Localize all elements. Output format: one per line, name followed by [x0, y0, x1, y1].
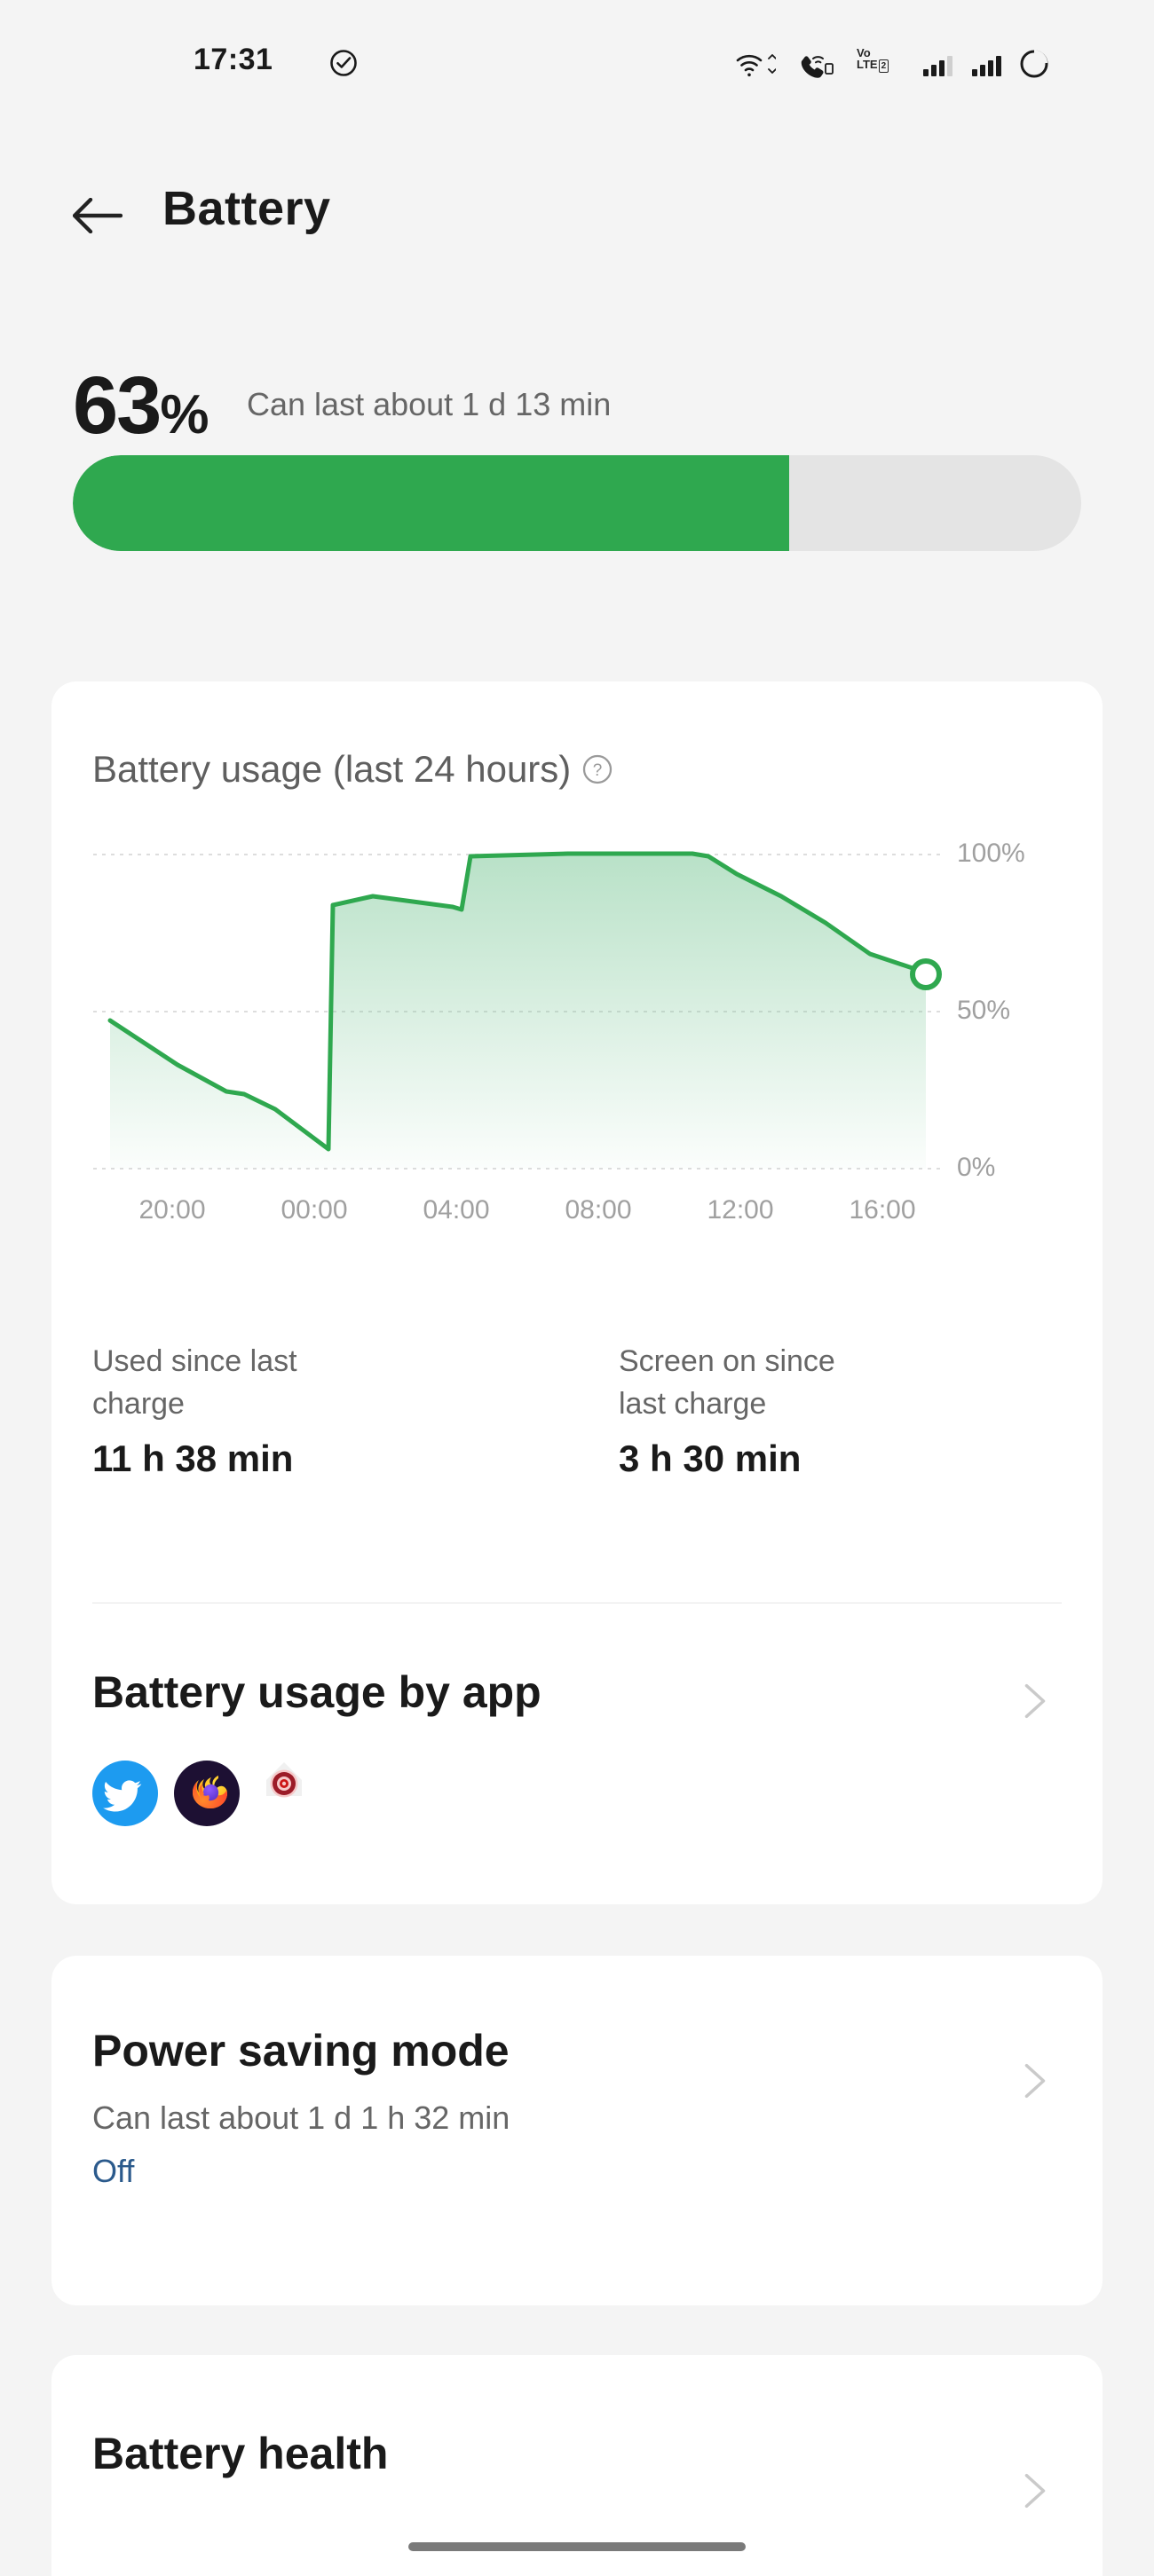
svg-text:12:00: 12:00 — [707, 1195, 773, 1225]
svg-text:0%: 0% — [957, 1153, 995, 1182]
svg-text:04:00: 04:00 — [423, 1195, 489, 1225]
svg-text:100%: 100% — [957, 839, 1025, 868]
svg-text:08:00: 08:00 — [565, 1195, 631, 1225]
svg-text:00:00: 00:00 — [281, 1195, 347, 1225]
svg-text:20:00: 20:00 — [138, 1195, 205, 1225]
svg-text:16:00: 16:00 — [849, 1195, 915, 1225]
svg-text:50%: 50% — [957, 996, 1010, 1025]
